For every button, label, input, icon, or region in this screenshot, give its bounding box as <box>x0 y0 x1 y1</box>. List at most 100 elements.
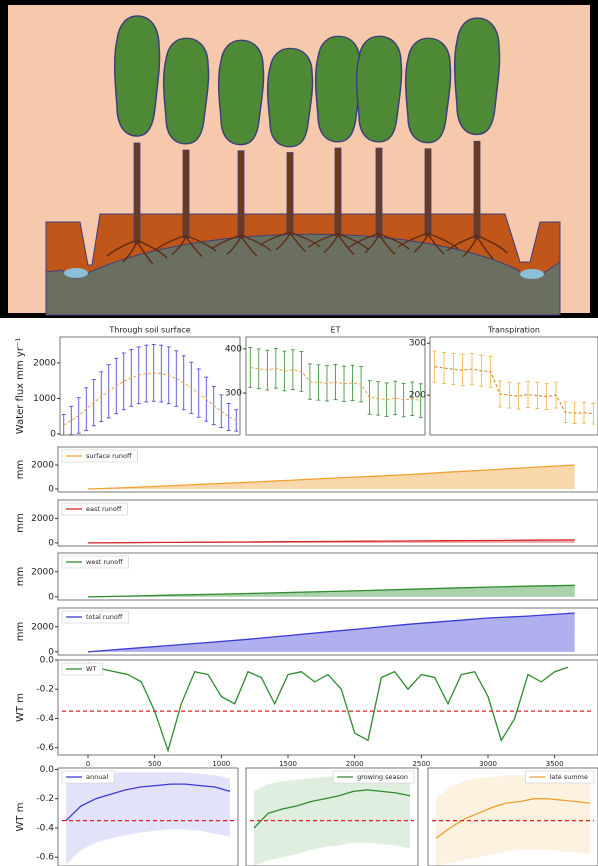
area <box>88 613 575 652</box>
legend: east runoff <box>61 502 128 516</box>
y-tick-label: 2000 <box>33 358 56 368</box>
y-tick-label: 2000 <box>31 461 54 471</box>
y-tick-label: 300 <box>409 339 426 349</box>
y-tick-label: -0.4 <box>36 714 54 724</box>
legend-label: WT <box>86 665 96 673</box>
panel-title: Transpiration <box>487 326 540 335</box>
legend-box <box>61 770 115 784</box>
y-tick-label: 0 <box>50 429 56 439</box>
y-tick-label: -0.4 <box>36 823 54 833</box>
panel <box>87 584 575 598</box>
y-axis-label: mm <box>15 622 26 641</box>
y-tick-label: 0 <box>48 538 54 548</box>
y-tick-label: 400 <box>225 344 242 354</box>
panel-frame <box>245 336 426 436</box>
x-tick-label: 500 <box>148 760 161 768</box>
x-tick-label: 1500 <box>279 760 297 768</box>
mean-line <box>250 367 421 402</box>
y-axis-label: Water flux mm yr⁻¹ <box>15 338 26 434</box>
line <box>87 612 575 653</box>
y-tick-label: 0.0 <box>40 765 55 775</box>
y-tick-label: -0.2 <box>36 685 54 695</box>
x-tick-label: 2000 <box>346 760 364 768</box>
x-tick-label: 3000 <box>479 760 497 768</box>
legend: total runoff <box>61 610 129 624</box>
legend: annual <box>61 770 115 784</box>
y-tick-label: -0.6 <box>36 853 54 863</box>
legend: late summe <box>525 770 595 784</box>
x-tick-label: 0 <box>86 760 90 768</box>
panel-frame <box>429 336 598 436</box>
panel-frame <box>57 499 598 547</box>
panel <box>432 775 594 866</box>
y-tick-label: 2000 <box>31 567 54 577</box>
panel-frame <box>245 767 419 866</box>
y-tick-label: -0.6 <box>36 743 54 753</box>
line <box>87 464 575 490</box>
panel <box>62 662 594 753</box>
panel-frame <box>57 767 239 866</box>
panel-frame <box>57 552 598 601</box>
y-tick-label: 2000 <box>31 514 54 524</box>
x-tick-label: 2500 <box>412 760 430 768</box>
panel-title: ET <box>331 326 341 335</box>
panel <box>87 464 575 490</box>
y-tick-label: 2000 <box>31 622 54 632</box>
y-tick-label: -0.2 <box>36 794 54 804</box>
y-tick-label: 200 <box>409 391 426 401</box>
legend-box <box>332 770 415 784</box>
line <box>87 584 575 598</box>
y-axis-label: mm <box>15 460 26 479</box>
panel <box>250 776 414 866</box>
legend-label: west runoff <box>86 558 123 566</box>
x-tick-label: 1000 <box>212 760 230 768</box>
legend-box <box>61 662 103 676</box>
legend-box <box>61 555 129 569</box>
panel-title: Through soil surface <box>108 326 190 335</box>
illustration <box>8 5 590 316</box>
legend-label: annual <box>86 773 108 781</box>
panel-frame <box>59 336 241 436</box>
legend-label: surface runoff <box>86 452 132 460</box>
panel <box>62 772 234 865</box>
panel <box>61 344 239 435</box>
mean-line <box>63 372 237 426</box>
y-axis-label: mm <box>15 567 26 586</box>
panel-frame <box>57 446 598 493</box>
panel <box>87 612 575 653</box>
legend-box <box>61 502 128 516</box>
area <box>88 539 575 543</box>
panel <box>432 350 596 425</box>
line <box>253 789 411 829</box>
legend-box <box>61 449 138 463</box>
legend-label: late summe <box>549 773 588 781</box>
panel-frame <box>57 607 598 656</box>
legend: surface runoff <box>61 449 138 463</box>
y-axis-label: mm <box>15 513 26 532</box>
legend-label: growing season <box>357 773 408 781</box>
y-tick-label: 0 <box>48 592 54 602</box>
area <box>88 465 575 489</box>
y-tick-label: 0 <box>48 485 54 495</box>
line <box>87 539 575 544</box>
band <box>254 776 410 866</box>
legend: growing season <box>332 770 415 784</box>
legend-label: total runoff <box>86 613 123 621</box>
y-axis-label: WT m <box>15 693 26 722</box>
y-tick-label: 0.0 <box>40 656 55 666</box>
line <box>65 783 231 822</box>
y-tick-label: 1000 <box>33 394 56 404</box>
x-tick-label: 3500 <box>546 760 564 768</box>
panel <box>248 347 423 418</box>
legend-box <box>61 610 129 624</box>
legend: WT <box>61 662 103 676</box>
y-tick-label: 0 <box>48 647 54 657</box>
legend-box <box>525 770 595 784</box>
panel-frame <box>427 767 598 866</box>
y-tick-label: 300 <box>225 389 242 399</box>
line <box>87 662 569 753</box>
panel-frame <box>57 659 598 756</box>
y-axis-label: WT m <box>15 803 26 832</box>
panel <box>87 539 575 544</box>
